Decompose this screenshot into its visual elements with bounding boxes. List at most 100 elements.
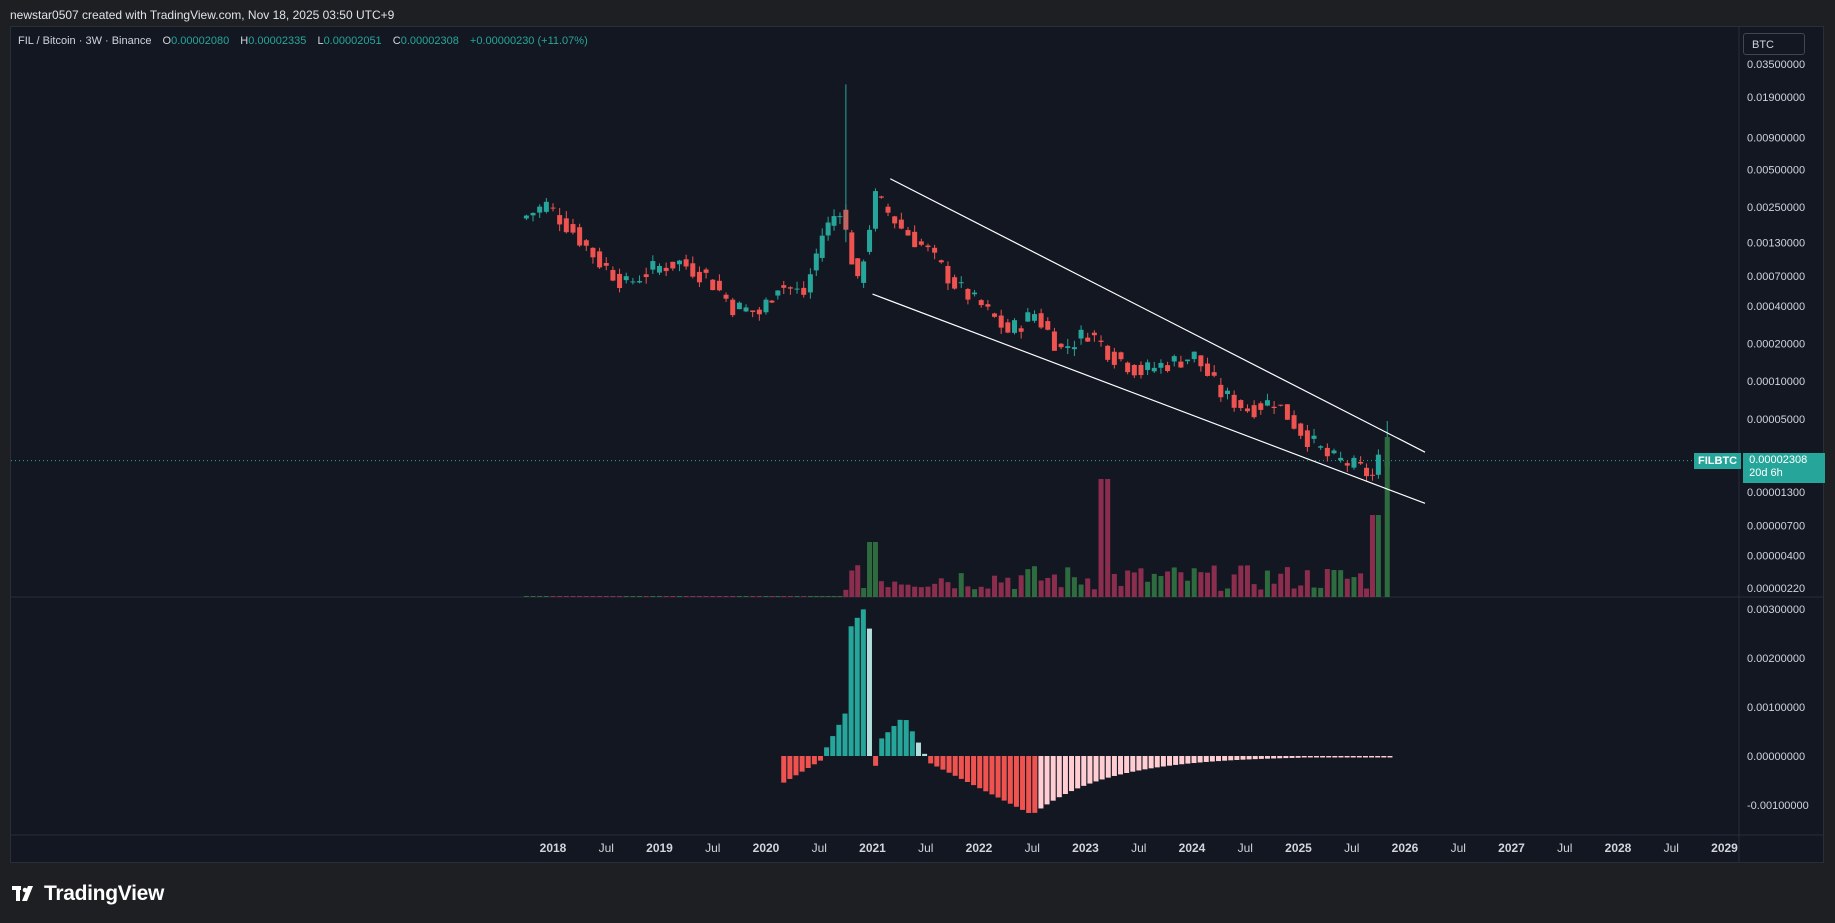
- candle-body: [1158, 362, 1164, 368]
- time-axis-label: Jul: [1131, 841, 1146, 855]
- volume-bar: [597, 596, 603, 597]
- candle-body: [1278, 404, 1284, 406]
- oscillator-bar: [793, 756, 799, 776]
- volume-bar: [1085, 578, 1091, 597]
- candle-body: [557, 215, 563, 225]
- candle-body: [617, 273, 623, 289]
- volume-bar: [1278, 573, 1284, 597]
- oscillator-bar: [1069, 756, 1075, 792]
- time-axis-label: 2027: [1498, 841, 1525, 855]
- price-axis-label: 0.00250000: [1747, 202, 1805, 214]
- price-axis-label: 0.01900000: [1747, 92, 1805, 104]
- price-tag-box: 0.00002308 20d 6h: [1743, 453, 1826, 483]
- candle-body: [1291, 415, 1297, 429]
- candle-body: [1145, 362, 1151, 370]
- oscillator-bar: [1375, 756, 1381, 758]
- price-axis-label: 0.00010000: [1747, 376, 1805, 388]
- tradingview-logo[interactable]: TradingView: [12, 882, 164, 906]
- oscillator-bar: [1026, 756, 1032, 813]
- volume-bar: [1051, 574, 1057, 597]
- time-axis-label: 2018: [540, 841, 567, 855]
- chart-panel[interactable]: [10, 26, 1824, 863]
- price-axis-label: 0.00000400: [1747, 551, 1805, 563]
- candle-body: [623, 276, 629, 281]
- volume-bar: [813, 596, 819, 597]
- oscillator-bar: [1246, 756, 1252, 760]
- candle-body: [1351, 457, 1357, 468]
- volume-bar: [867, 542, 873, 597]
- high-label: H: [240, 35, 249, 47]
- oscillator-bar: [1020, 756, 1026, 810]
- oscillator-bar: [1075, 756, 1081, 789]
- candle-body: [825, 222, 831, 236]
- candle-body: [1258, 403, 1264, 410]
- oscillator-bar: [1228, 756, 1234, 761]
- candle-body: [1185, 359, 1191, 362]
- volume-bar: [849, 570, 855, 597]
- oscillator-bar: [928, 756, 934, 764]
- volume-bar: [583, 596, 589, 597]
- volume-bar: [1298, 585, 1304, 597]
- oscillator-bar: [830, 736, 836, 756]
- time-axis-label: 2029: [1711, 841, 1738, 855]
- volume-bar: [1065, 567, 1071, 597]
- candle-body: [932, 247, 938, 253]
- volume-bar: [1384, 437, 1390, 597]
- time-axis-label: Jul: [1025, 841, 1040, 855]
- oscillator-bar: [1001, 756, 1007, 801]
- oscillator-bar: [1301, 756, 1307, 758]
- time-axis-label: Jul: [918, 841, 933, 855]
- oscillator-bar: [866, 628, 872, 756]
- candle-body: [1045, 321, 1051, 330]
- volume-bar: [577, 596, 583, 597]
- oscillator-bar: [1124, 756, 1130, 773]
- volume-bar: [543, 596, 549, 597]
- tradingview-logo-text: TradingView: [44, 882, 165, 905]
- oscillator-axis-label: 0.00300000: [1747, 604, 1805, 616]
- volume-bar: [763, 596, 769, 597]
- candle-body: [958, 282, 964, 284]
- oscillator-bar: [1338, 756, 1344, 758]
- candle-body: [743, 307, 749, 312]
- candle-body: [898, 219, 904, 229]
- oscillator-bar: [940, 756, 946, 770]
- oscillator-bar: [1154, 756, 1160, 768]
- candle-body: [1284, 404, 1290, 420]
- oscillator-bar: [1326, 756, 1332, 758]
- volume-bar: [769, 596, 775, 597]
- volume-bar: [1078, 584, 1084, 597]
- candle-body: [1065, 346, 1071, 349]
- candle-body: [794, 288, 800, 290]
- candle-body: [1125, 362, 1131, 373]
- candle-body: [978, 300, 984, 306]
- volume-bar: [696, 596, 702, 597]
- close-label: C: [392, 35, 401, 47]
- oscillator-bar: [836, 724, 842, 756]
- volume-bar: [1178, 572, 1184, 597]
- oscillator-bar: [1313, 756, 1319, 758]
- volume-bar: [972, 589, 978, 597]
- oscillator-bar: [1130, 756, 1136, 772]
- oscillator-bar: [799, 756, 805, 772]
- candle-body: [872, 191, 878, 229]
- volume-bar: [794, 596, 800, 597]
- currency-button[interactable]: BTC: [1743, 33, 1805, 55]
- oscillator-bar: [952, 756, 958, 776]
- oscillator-bar: [1350, 756, 1356, 758]
- oscillator-bar: [1044, 756, 1050, 805]
- candle-body: [849, 232, 855, 265]
- volume-bar: [1364, 588, 1370, 597]
- oscillator-bar: [964, 756, 970, 783]
- volume-bar: [965, 586, 971, 597]
- oscillator-bar: [1179, 756, 1185, 765]
- candle-body: [610, 269, 616, 281]
- oscillator-bar: [1050, 756, 1056, 801]
- volume-bar: [1238, 565, 1244, 597]
- volume-bar: [690, 596, 696, 597]
- volume-bar: [630, 596, 636, 597]
- volume-bar: [1284, 567, 1290, 597]
- candle-body: [1211, 372, 1217, 376]
- candle-body: [1031, 314, 1037, 321]
- symbol-label[interactable]: FIL / Bitcoin · 3W · Binance: [18, 35, 152, 47]
